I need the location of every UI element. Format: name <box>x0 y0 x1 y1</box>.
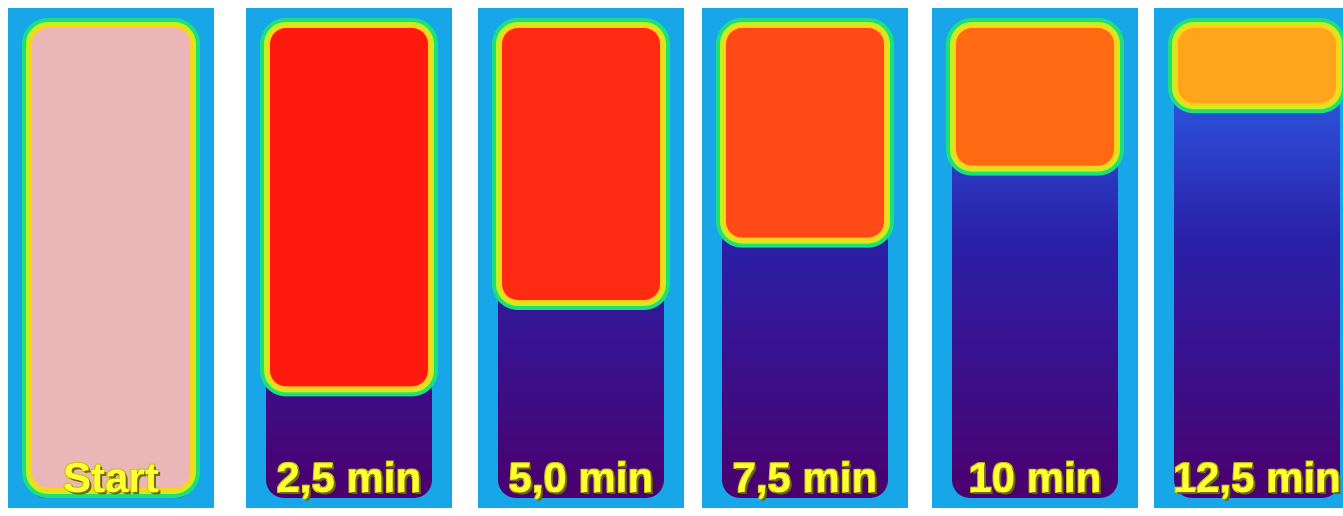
thermal-panel-2: 5,0 min <box>478 8 684 508</box>
thermal-panel-0: Start <box>8 8 214 508</box>
hot-zone <box>956 28 1114 166</box>
time-label: Start <box>63 454 159 501</box>
thermal-image <box>1154 8 1343 508</box>
thermal-panel-5: 12,5 min <box>1154 8 1343 508</box>
hot-zone <box>1178 28 1336 104</box>
time-label: 10 min <box>968 454 1102 501</box>
thermal-panel-3: 7,5 min <box>702 8 908 508</box>
thermal-image <box>246 8 452 508</box>
time-label: 5,0 min <box>508 454 654 501</box>
thermal-panel-1: 2,5 min <box>246 8 452 508</box>
time-label: 7,5 min <box>732 454 878 501</box>
hot-zone <box>726 28 884 238</box>
hot-zone <box>270 28 428 387</box>
time-label: 12,5 min <box>1172 454 1342 501</box>
hot-zone <box>502 28 660 300</box>
thermal-image <box>478 8 684 508</box>
thermal-image <box>702 8 908 508</box>
thermal-image <box>932 8 1138 508</box>
hot-zone <box>32 28 190 488</box>
cold-zone <box>1174 24 1340 498</box>
time-label: 2,5 min <box>276 454 422 501</box>
thermal-panel-4: 10 min <box>932 8 1138 508</box>
thermal-image <box>8 8 214 508</box>
